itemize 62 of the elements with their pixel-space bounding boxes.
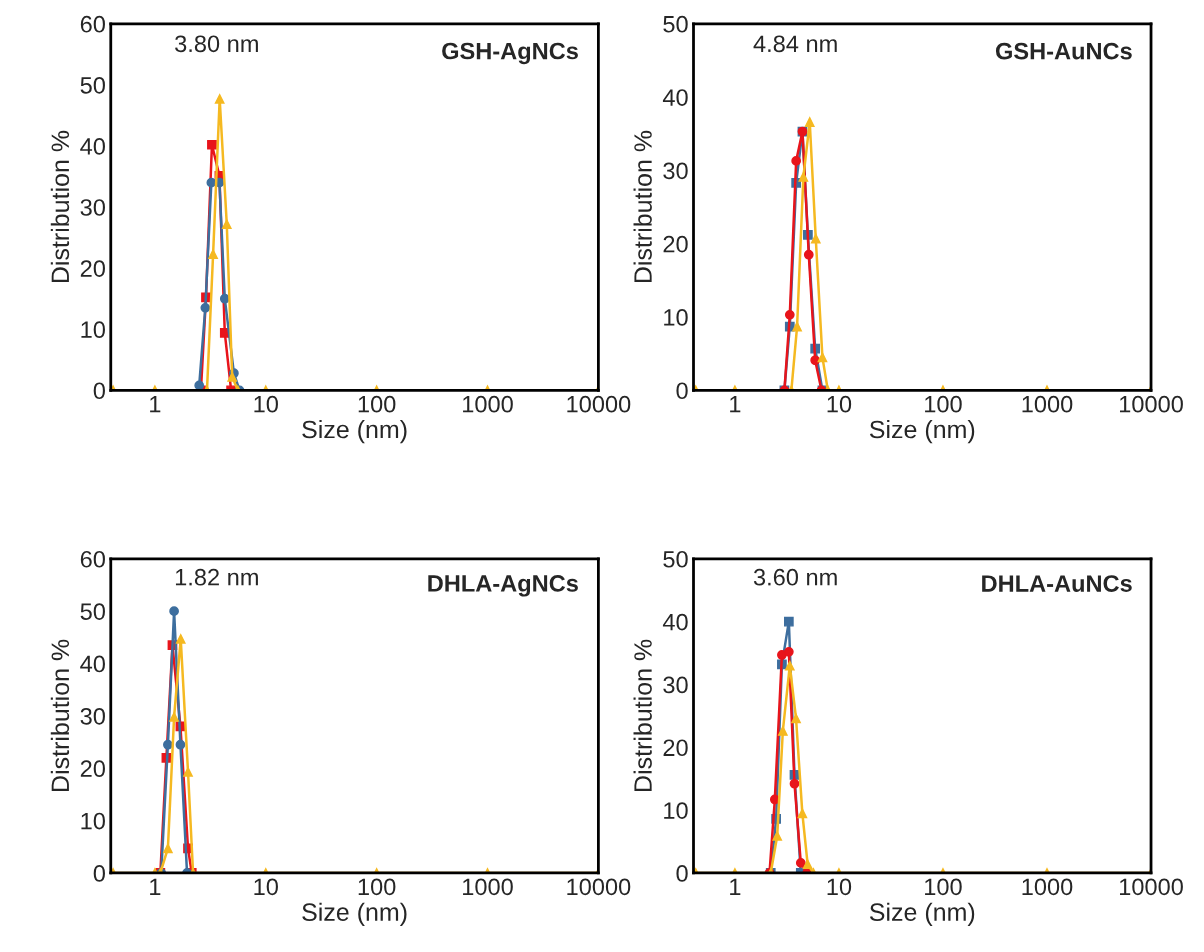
x-tick-label: 10000	[1120, 395, 1183, 413]
x-tick-label: 10	[827, 878, 852, 896]
y-tick-label: 30	[80, 199, 105, 216]
x-tick-label: 10000	[567, 878, 631, 896]
y-tick-label: 30	[80, 707, 105, 725]
x-tick-label: 1000	[1022, 395, 1073, 413]
text: GSH-AgNCs	[442, 42, 578, 65]
text: DHLA-AuNCs	[982, 575, 1132, 592]
y-axis-title: Distribution %	[50, 130, 70, 283]
x-tick-label: 10	[254, 878, 278, 896]
x-axis-title: Size (nm)	[302, 902, 407, 926]
y-axis-title: Distribution %	[633, 130, 652, 283]
x-axis-title: Size (nm)	[869, 902, 975, 926]
y-tick-label: 60	[80, 15, 105, 33]
x-tick-label: 10000	[1120, 878, 1183, 896]
x-tick-label: 1000	[463, 878, 513, 896]
y-tick-label: 40	[80, 138, 105, 155]
y-tick-label: 10	[664, 309, 688, 326]
x-tick-label: 10	[254, 395, 278, 413]
x-tick-label: 100	[925, 878, 962, 896]
y-tick-label: 50	[80, 603, 105, 620]
x-tick-label: 10	[827, 395, 852, 413]
text: DHLA-AgNCs	[428, 575, 578, 597]
x-tick-label: 1	[150, 396, 161, 413]
y-axis-title: Distribution %	[50, 639, 70, 791]
y-tick-label: 10	[81, 321, 105, 339]
x-axis-title: Size (nm)	[869, 419, 975, 444]
y-tick-label: 10	[81, 812, 105, 830]
y-tick-label: 40	[80, 655, 105, 673]
text: GSH-AuNCs	[995, 42, 1132, 60]
y-tick-label: 30	[663, 162, 688, 180]
y-tick-label: 40	[662, 89, 688, 106]
y-tick-label: 40	[662, 613, 688, 631]
x-tick-label: 100	[925, 395, 962, 413]
y-axis-title: Distribution %	[633, 639, 652, 791]
y-tick-label: 50	[80, 76, 105, 94]
y-tick-label: 50	[663, 550, 688, 568]
y-tick-label: 30	[663, 676, 688, 694]
y-tick-label: 20	[663, 235, 688, 253]
y-tick-label: 50	[663, 15, 688, 33]
annotation: 4.84 nm	[753, 35, 837, 53]
x-axis-title: Size (nm)	[302, 419, 407, 444]
annotation: 3.60 nm	[753, 568, 837, 586]
x-tick-label: 1	[150, 878, 161, 895]
y-tick-label: 0	[93, 865, 105, 882]
y-tick-label: 20	[663, 739, 688, 757]
y-tick-label: 0	[676, 382, 688, 400]
x-tick-label: 1	[730, 396, 741, 413]
x-tick-label: 1	[730, 878, 741, 895]
annotation: 1.82 nm	[175, 568, 258, 586]
x-tick-label: 100	[358, 395, 396, 413]
y-tick-label: 10	[664, 802, 688, 819]
y-tick-label: 20	[80, 260, 105, 277]
y-tick-label: 0	[676, 865, 688, 882]
annotation: 3.80 nm	[175, 35, 258, 53]
y-tick-label: 60	[80, 550, 105, 568]
x-tick-label: 100	[358, 878, 396, 896]
y-tick-label: 0	[93, 382, 105, 400]
x-tick-label: 1000	[1022, 878, 1073, 896]
y-tick-label: 20	[80, 760, 105, 778]
x-tick-label: 10000	[567, 395, 631, 413]
x-tick-label: 1000	[463, 395, 513, 413]
